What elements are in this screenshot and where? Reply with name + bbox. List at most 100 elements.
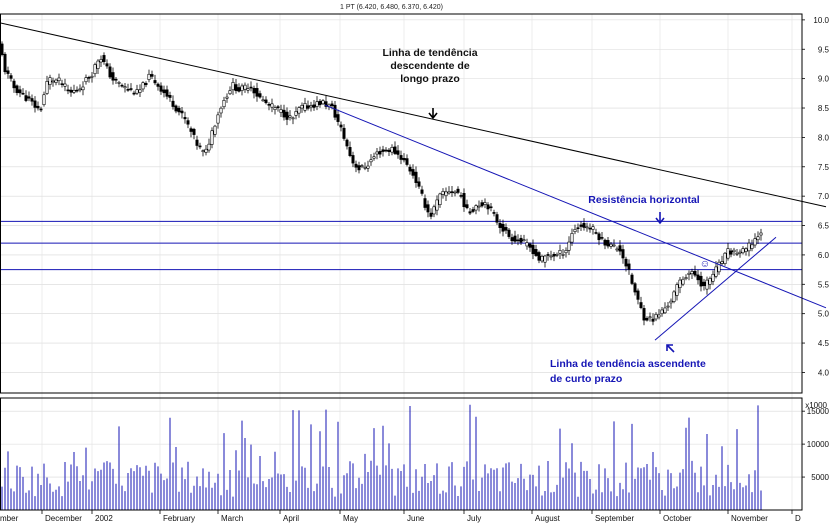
candle-up: [297, 107, 301, 114]
candle-down: [348, 147, 352, 156]
price-tick-label: 5.0: [818, 310, 830, 319]
candle-down: [189, 128, 193, 132]
annotation-long-trend: descendente de: [390, 60, 470, 72]
candle-down: [114, 78, 118, 81]
candle-down: [381, 149, 385, 152]
candle-up: [309, 105, 313, 108]
candle-up: [216, 114, 220, 124]
candle-down: [177, 107, 181, 113]
price-panel-frame: [0, 13, 803, 394]
month-label: April: [283, 514, 299, 523]
month-label: March: [221, 514, 243, 523]
candle-up: [615, 248, 619, 251]
price-tick-label: 7.0: [818, 192, 830, 201]
annotation-long-trend: Linha de tendência: [382, 47, 477, 59]
candle-up: [753, 238, 757, 246]
candle-down: [15, 85, 19, 93]
candle-up: [543, 255, 547, 263]
candle-down: [579, 224, 583, 227]
candle-down: [429, 212, 433, 217]
candle-up: [246, 88, 250, 91]
long-term-trendline: [0, 22, 827, 208]
candle-up: [291, 117, 295, 120]
annotation-short-trend: Linha de tendência ascendente: [550, 358, 706, 370]
candle-down: [699, 275, 703, 287]
candle-up: [720, 261, 724, 264]
candle-up: [48, 77, 52, 85]
candle-down: [489, 206, 493, 209]
candle-down: [126, 89, 130, 91]
candle-up: [483, 202, 487, 205]
candle-down: [24, 95, 28, 101]
candle-up: [732, 249, 736, 253]
candle-down: [627, 263, 631, 270]
candle-up: [51, 80, 55, 83]
candle-up: [213, 125, 217, 135]
month-label: D: [795, 514, 801, 523]
candle-down: [102, 55, 106, 62]
candle-down: [324, 101, 328, 107]
candle-down: [282, 109, 286, 118]
candle-down: [642, 308, 646, 321]
candle-up: [225, 96, 229, 99]
candle-up: [207, 143, 211, 151]
candle-up: [228, 90, 232, 95]
candle-up: [573, 229, 577, 232]
candle-down: [192, 128, 196, 135]
candle-up: [744, 248, 748, 252]
candle-down: [507, 229, 511, 237]
candle-up: [360, 165, 364, 167]
chart-frames: [0, 13, 803, 511]
candle-down: [12, 80, 16, 89]
trendlines: [0, 22, 827, 341]
candle-down: [168, 94, 172, 98]
candle-up: [681, 278, 685, 285]
candle-down: [198, 145, 202, 148]
candle-down: [426, 204, 430, 213]
candle-up: [72, 90, 76, 93]
candle-down: [600, 237, 604, 239]
candle-up: [678, 279, 682, 288]
candle-down: [162, 89, 166, 94]
candle-down: [312, 104, 316, 108]
candle-up: [525, 242, 529, 247]
candle-down: [450, 191, 454, 193]
volume-bars: [1, 404, 762, 510]
volume-tick-label: 5000: [811, 473, 829, 482]
month-label: October: [663, 514, 692, 523]
candle-up: [135, 89, 139, 94]
candle-down: [258, 93, 262, 98]
candle-down: [336, 114, 340, 122]
candle-down: [639, 302, 643, 309]
candle-down: [333, 104, 337, 118]
candle-down: [354, 163, 358, 168]
candle-up: [438, 193, 442, 205]
candle-up: [303, 103, 307, 111]
candle-down: [399, 155, 403, 160]
candle-down: [519, 237, 523, 243]
candle-up: [441, 191, 445, 195]
candle-up: [735, 252, 739, 255]
candle-down: [486, 204, 490, 210]
candle-up: [270, 103, 274, 108]
price-tick-label: 8.5: [818, 104, 830, 113]
candle-down: [345, 139, 349, 147]
candle-down: [597, 233, 601, 241]
candle-down: [75, 89, 79, 92]
candle-down: [582, 223, 586, 228]
candle-up: [219, 107, 223, 114]
candle-down: [537, 252, 541, 261]
candle-down: [0, 43, 4, 55]
candle-up: [756, 236, 760, 241]
candle-down: [423, 198, 427, 208]
candle-down: [645, 317, 649, 321]
candle-down: [165, 89, 169, 97]
candle-down: [420, 189, 424, 194]
candle-down: [492, 212, 496, 214]
candle-down: [234, 84, 238, 91]
candle-up: [609, 243, 613, 247]
candle-up: [447, 191, 451, 194]
candle-up: [648, 316, 652, 319]
candle-up: [288, 115, 292, 118]
volume-panel-frame: [0, 397, 803, 511]
